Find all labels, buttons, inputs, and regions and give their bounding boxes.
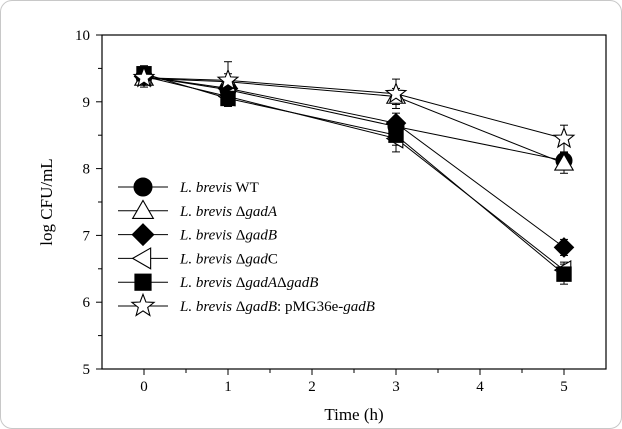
series-line: [143, 75, 565, 162]
square-filled-marker: [220, 90, 236, 107]
star-open-marker: [216, 68, 240, 91]
plot-area-frame: [101, 34, 607, 370]
legend-label: L. brevis ΔgadAΔgadB: [179, 275, 318, 291]
x-tick-label: 2: [308, 379, 316, 395]
x-tick-label: 4: [476, 379, 484, 395]
y-tick-label: 6: [83, 295, 91, 311]
square-filled-marker: [388, 127, 404, 143]
triangle-left-open-marker: [131, 247, 152, 270]
x-axis-label: Time (h): [324, 405, 383, 424]
legend-entry: L. brevis WT: [118, 177, 259, 197]
x-tick-label: 3: [392, 379, 400, 395]
legend-label: L. brevis ΔgadA: [179, 204, 278, 220]
series-line: [143, 75, 565, 248]
series-line: [143, 77, 565, 164]
legend-entry: L. brevis ΔgadB: pMG36e-gadB: [118, 292, 375, 317]
diamond-filled-marker: [131, 223, 155, 247]
legend-label: L. brevis ΔgadB: pMG36e-gadB: [179, 299, 375, 315]
square-filled-marker: [134, 273, 152, 291]
series-3: [140, 67, 568, 279]
triangle-open-marker: [131, 199, 155, 219]
square-filled-marker: [556, 266, 572, 282]
y-axis-label: log CFU/mL: [37, 158, 56, 245]
y-tick-label: 7: [83, 228, 91, 244]
y-tick-label: 5: [83, 362, 91, 378]
legend-entry: L. brevis ΔgadC: [118, 247, 278, 270]
x-tick-label: 0: [140, 379, 148, 395]
series-0: [140, 67, 568, 170]
y-tick-label: 8: [83, 162, 91, 178]
y-tick-label: 10: [75, 28, 90, 44]
legend-label: L. brevis WT: [179, 180, 259, 196]
x-tick-label: 5: [560, 379, 568, 395]
series-line: [143, 77, 565, 139]
legend-label: L. brevis ΔgadC: [179, 251, 278, 267]
star-open-marker: [552, 126, 576, 149]
legend-label: L. brevis ΔgadB: [179, 228, 277, 244]
star-open-marker: [132, 65, 156, 88]
x-tick-label: 1: [224, 379, 232, 395]
circle-filled-marker: [133, 177, 153, 197]
legend-entry: L. brevis ΔgadA: [118, 199, 278, 220]
triangle-open-marker: [553, 152, 575, 171]
star-open-marker: [384, 81, 408, 104]
y-tick-label: 9: [83, 95, 91, 111]
series-line: [143, 73, 565, 275]
star-open-marker: [130, 292, 156, 317]
series-5: [140, 61, 568, 153]
diamond-filled-marker: [553, 237, 575, 258]
legend-entry: L. brevis ΔgadB: [118, 223, 277, 247]
legend-entry: L. brevis ΔgadAΔgadB: [118, 273, 318, 291]
